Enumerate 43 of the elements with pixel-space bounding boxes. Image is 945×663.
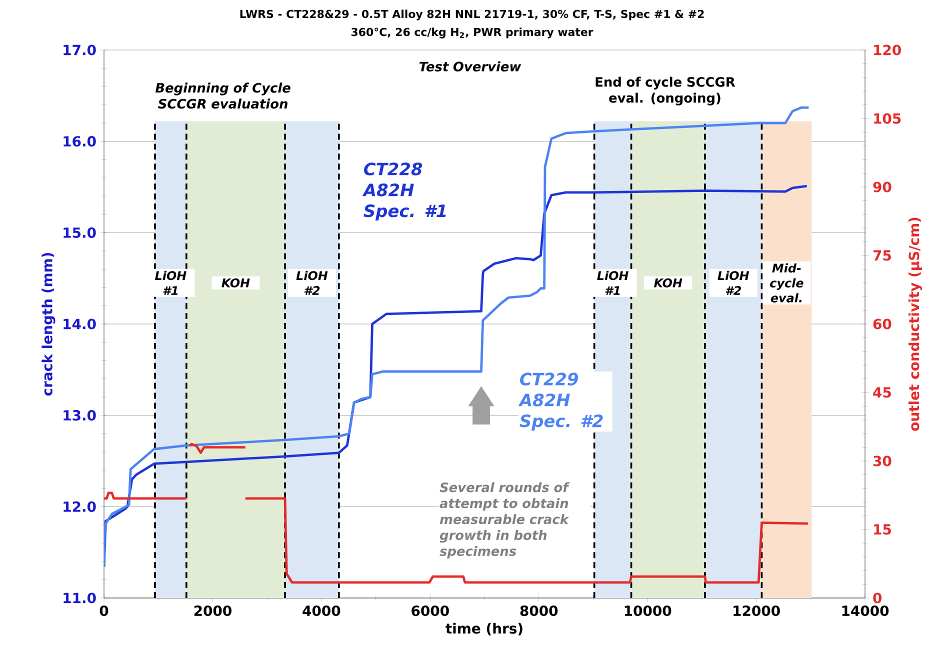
y-tick-label: 13.0 bbox=[64, 410, 96, 421]
y2-tick-label: 60 bbox=[873, 318, 892, 330]
y2-tick-label: 75 bbox=[873, 250, 891, 261]
band-label: LiOH #2 bbox=[296, 270, 328, 295]
x-tick-label: 14000 bbox=[842, 605, 889, 616]
band-label: KOH bbox=[222, 278, 250, 288]
x-tick-label: 10000 bbox=[624, 605, 672, 616]
text: CT229 A82H Spec. #2 bbox=[518, 372, 603, 431]
band-label: Mid-cycle eval. bbox=[770, 263, 804, 302]
y2-tick-label: 15 bbox=[874, 524, 891, 535]
x-tick-label: 12000 bbox=[734, 605, 780, 616]
line-series bbox=[188, 442, 247, 454]
y-tick-label: 11.0 bbox=[64, 592, 96, 604]
y2-tick-label: 105 bbox=[874, 113, 901, 124]
x-tick-label: 4000 bbox=[302, 605, 340, 616]
x-axis-title: time (hrs) bbox=[446, 622, 522, 636]
y2-tick-label: 45 bbox=[873, 387, 891, 398]
y-tick-label: 15.0 bbox=[64, 227, 96, 238]
y2-tick-label: 30 bbox=[873, 456, 892, 466]
annotation: Beginning of Cycle SCCGR evaluation bbox=[155, 82, 290, 109]
text: CT228 A82H Spec. #1 bbox=[362, 162, 446, 221]
y2-tick-label: 120 bbox=[874, 44, 901, 56]
y2-tick-label: 90 bbox=[873, 182, 892, 192]
chart-title: LWRS - CT228&29 - 0.5T Alloy 82H NNL 21719-1, 30% CF, T-S, Spec #1 & #2 bbox=[240, 10, 704, 20]
band-label: KOH bbox=[654, 278, 682, 288]
y-axis-title: crack length (mm) bbox=[42, 253, 56, 396]
y-tick-label: 14.0 bbox=[64, 318, 96, 330]
y-tick-label: 16.0 bbox=[64, 136, 96, 147]
band-label: LiOH #1 bbox=[597, 270, 628, 295]
y-tick-label: 12.0 bbox=[64, 501, 96, 512]
chart-subtitle: 360°C, 26 cc/kg H$_{2}$, PWR primary water bbox=[351, 28, 594, 38]
x-tick-label: 2000 bbox=[194, 605, 232, 616]
x-tick-label: 8000 bbox=[520, 605, 558, 616]
band-label: LiOH #2 bbox=[718, 270, 750, 295]
annotation: Test Overview bbox=[419, 61, 522, 72]
band-label: LiOH #1 bbox=[155, 270, 186, 295]
annotation: Several rounds of attempt to obtain measurable crack growth in both specimens bbox=[440, 482, 570, 559]
y2-tick-label: 0 bbox=[873, 592, 882, 604]
x-tick-label: 6000 bbox=[412, 605, 449, 616]
y-tick-label: 17.0 bbox=[64, 44, 96, 56]
y2-axis-title: outlet conductivity (µS/cm) bbox=[908, 218, 922, 431]
annotation: End of cycle SCCGR eval. (ongoing) bbox=[596, 76, 736, 106]
x-tick-label: 0 bbox=[100, 605, 108, 616]
